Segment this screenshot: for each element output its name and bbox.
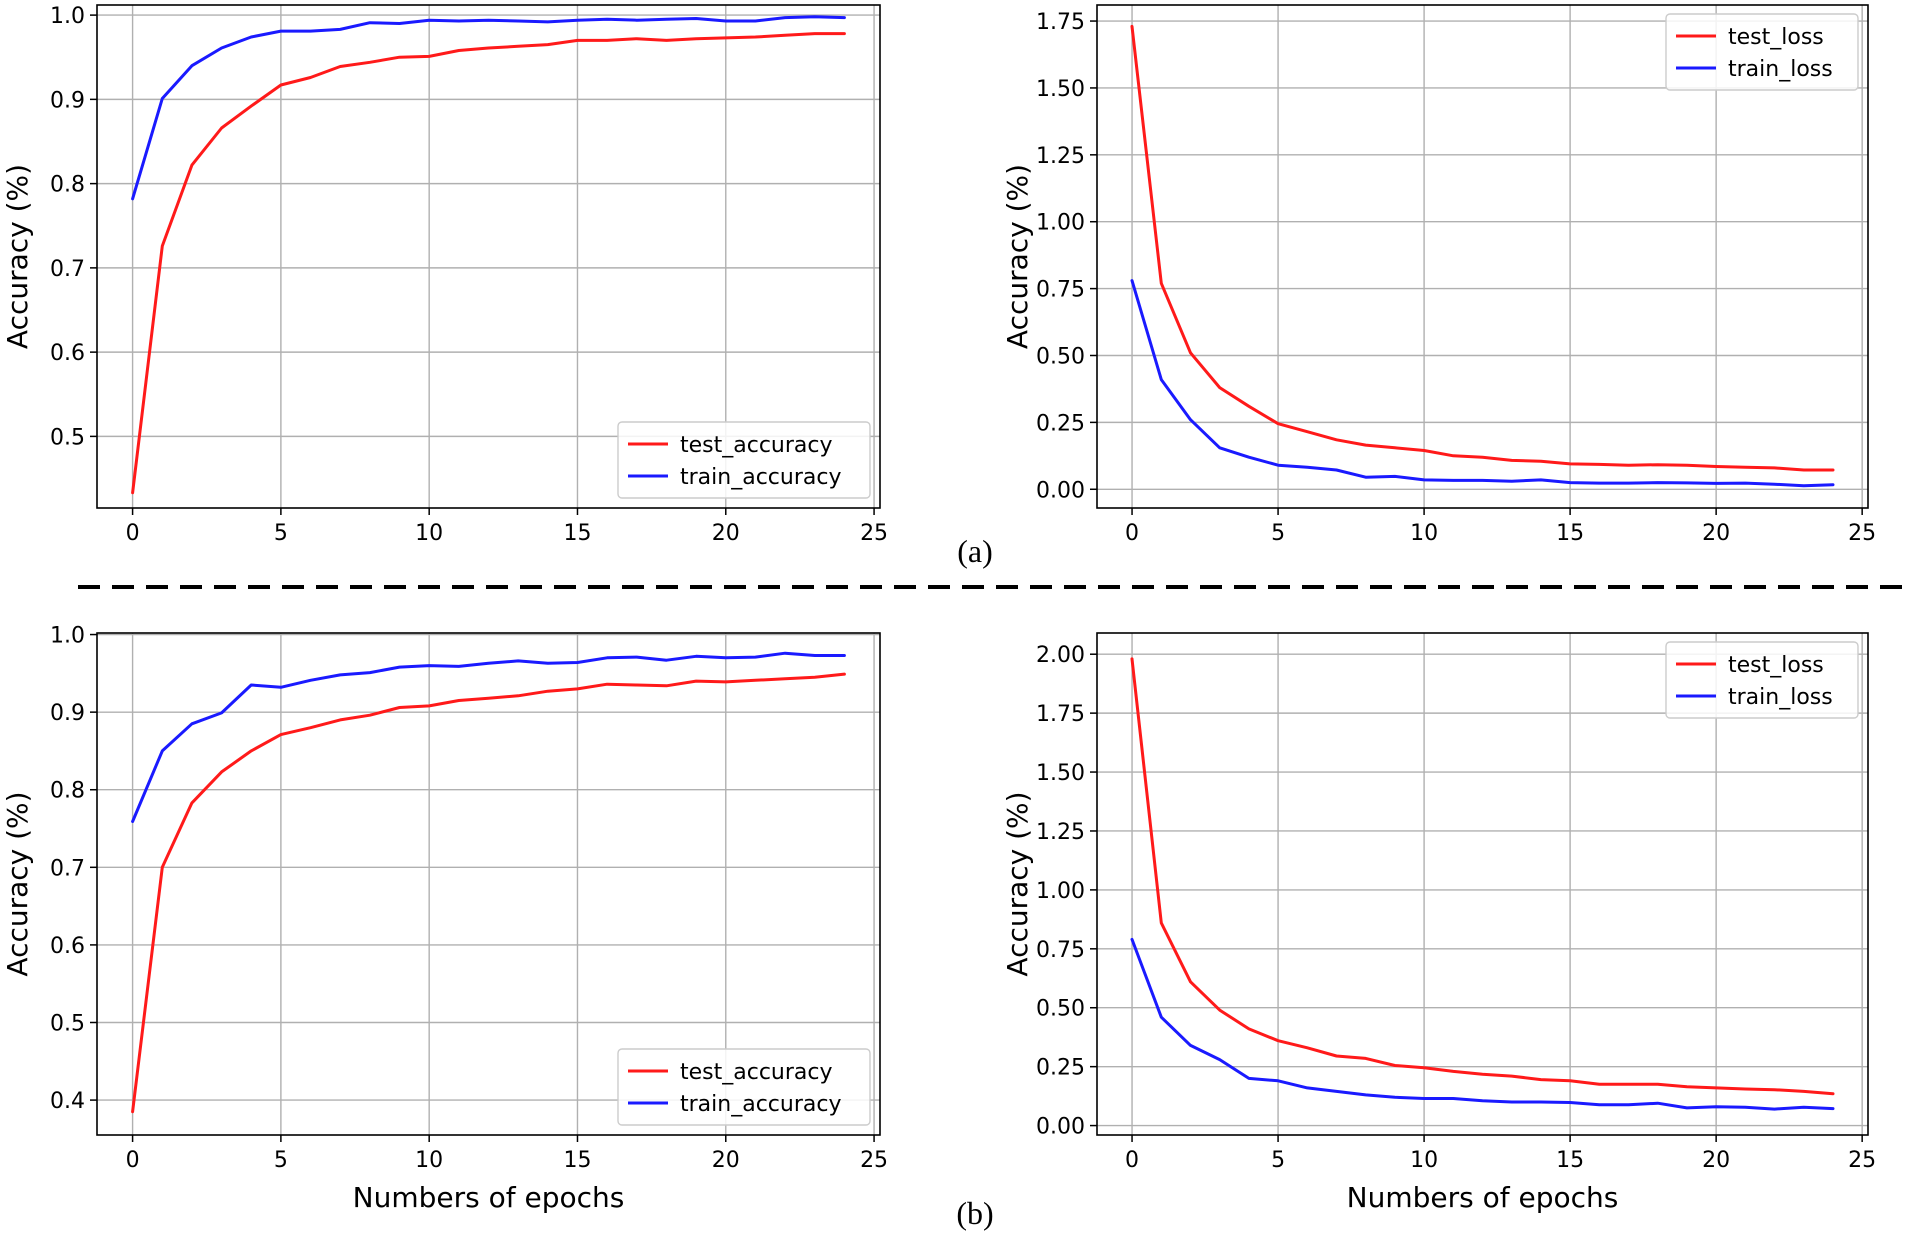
legend-label: test_loss: [1728, 653, 1824, 678]
y-tick-label: 1.0: [50, 4, 85, 29]
chart-a-right: 0 5 10 15 20 25 0.00 0.25 0.50 0.75 1.00 1.25 1.50 1.…: [1001, 4, 1876, 546]
y-axis-label: Accuracy (%): [1, 164, 34, 349]
x-tick-label: 20: [712, 521, 740, 546]
x-tick-label: 10: [1410, 1148, 1438, 1173]
legend-label: test_loss: [1728, 25, 1824, 50]
legend-label: test_accuracy: [680, 1060, 833, 1085]
legend-box: [1665, 13, 1859, 91]
x-tick-label: 10: [415, 1148, 443, 1173]
y-tick-label: 1.25: [1036, 144, 1085, 169]
plot-frame: [1096, 4, 1869, 509]
x-tick-label: 10: [415, 521, 443, 546]
x-tick-label: 25: [860, 1148, 888, 1173]
y-tick-label: 1.0: [50, 624, 85, 649]
x-tick-label: 10: [1410, 521, 1438, 546]
legend-label: train_accuracy: [680, 465, 841, 490]
x-tick-label: 5: [274, 1148, 288, 1173]
y-tick-label: 0.8: [50, 779, 85, 804]
y-tick-label: 1.00: [1036, 211, 1085, 236]
plot-frame: [1096, 632, 1869, 1136]
y-tick-label: 1.75: [1036, 702, 1085, 727]
y-tick-label: 0.00: [1036, 1115, 1085, 1140]
x-tick-label: 25: [860, 521, 888, 546]
y-tick-label: 2.00: [1036, 643, 1085, 668]
legend-box: [617, 1048, 871, 1126]
y-tick-label: 1.00: [1036, 879, 1085, 904]
y-tick-label: 0.8: [50, 173, 85, 198]
x-tick-label: 5: [1271, 1148, 1285, 1173]
x-tick-label: 15: [563, 521, 591, 546]
series-line-test-accuracy: [131, 32, 846, 495]
legend-box: [1665, 641, 1859, 719]
y-tick-label: 0.50: [1036, 344, 1085, 369]
x-tick-label: 5: [1271, 521, 1285, 546]
y-tick-label: 1.75: [1036, 10, 1085, 35]
x-tick-label: 25: [1848, 1148, 1876, 1173]
y-tick-label: 0.5: [50, 425, 85, 450]
y-tick-label: 0.50: [1036, 997, 1085, 1022]
x-axis-label: Numbers of epochs: [353, 1181, 625, 1214]
y-tick-label: 0.25: [1036, 411, 1085, 436]
caption-b: (b): [956, 1195, 993, 1231]
x-tick-label: 20: [1702, 521, 1730, 546]
legend-label: train_loss: [1728, 57, 1833, 82]
y-axis-label: Accuracy (%): [1, 791, 34, 976]
y-axis-label: Accuracy (%): [1001, 164, 1034, 349]
x-tick-label: 20: [1702, 1148, 1730, 1173]
series-line-train-accuracy: [131, 15, 846, 201]
x-tick-label: 15: [563, 1148, 591, 1173]
y-tick-label: 0.75: [1036, 938, 1085, 963]
series-line-train-loss: [1130, 937, 1835, 1111]
y-tick-label: 1.50: [1036, 761, 1085, 786]
y-tick-label: 0.5: [50, 1011, 85, 1036]
chart-b-left: 0 5 10 15 20 25 0.4 0.5 0.6 0.7 0.8 0.9 1.0 Accuracy …: [1, 624, 888, 1214]
y-tick-label: 0.9: [50, 701, 85, 726]
series-line-train-loss: [1130, 279, 1835, 488]
chart-a-left: 0 5 10 15 20 25 0.5 0.6 0.7 0.8 0.9 1.0 Accuracy (%)…: [1, 4, 888, 546]
y-tick-label: 1.50: [1036, 77, 1085, 102]
legend-label: train_loss: [1728, 685, 1833, 710]
y-tick-label: 0.7: [50, 257, 85, 282]
plot-frame: [96, 4, 881, 509]
plot-frame: [96, 632, 881, 1136]
x-tick-label: 0: [126, 1148, 140, 1173]
x-tick-label: 5: [274, 521, 288, 546]
y-tick-label: 1.25: [1036, 820, 1085, 845]
legend-label: test_accuracy: [680, 433, 833, 458]
y-axis-label: Accuracy (%): [1001, 791, 1034, 976]
x-tick-label: 15: [1556, 1148, 1584, 1173]
y-tick-label: 0.6: [50, 934, 85, 959]
y-tick-label: 0.7: [50, 856, 85, 881]
x-tick-label: 0: [1125, 521, 1139, 546]
y-tick-label: 0.6: [50, 341, 85, 366]
caption-a: (a): [957, 533, 993, 569]
y-tick-label: 0.00: [1036, 478, 1085, 503]
y-tick-label: 0.25: [1036, 1056, 1085, 1081]
series-line-train-accuracy: [131, 651, 846, 823]
y-tick-label: 0.75: [1036, 278, 1085, 303]
x-tick-label: 25: [1848, 521, 1876, 546]
x-tick-label: 0: [126, 521, 140, 546]
y-tick-label: 0.9: [50, 88, 85, 113]
x-axis-label: Numbers of epochs: [1347, 1181, 1619, 1214]
series-line-test-accuracy: [131, 672, 846, 1114]
x-tick-label: 0: [1125, 1148, 1139, 1173]
series-line-test-loss: [1130, 657, 1835, 1096]
chart-b-right: 0 5 10 15 20 25 0.00 0.25 0.50 0.75 1.00 1.25 1.50 1.…: [1001, 632, 1876, 1214]
legend-box: [617, 421, 871, 499]
x-tick-label: 20: [712, 1148, 740, 1173]
legend-label: train_accuracy: [680, 1092, 841, 1117]
series-line-test-loss: [1130, 24, 1835, 472]
x-tick-label: 15: [1556, 521, 1584, 546]
y-tick-label: 0.4: [50, 1089, 85, 1114]
